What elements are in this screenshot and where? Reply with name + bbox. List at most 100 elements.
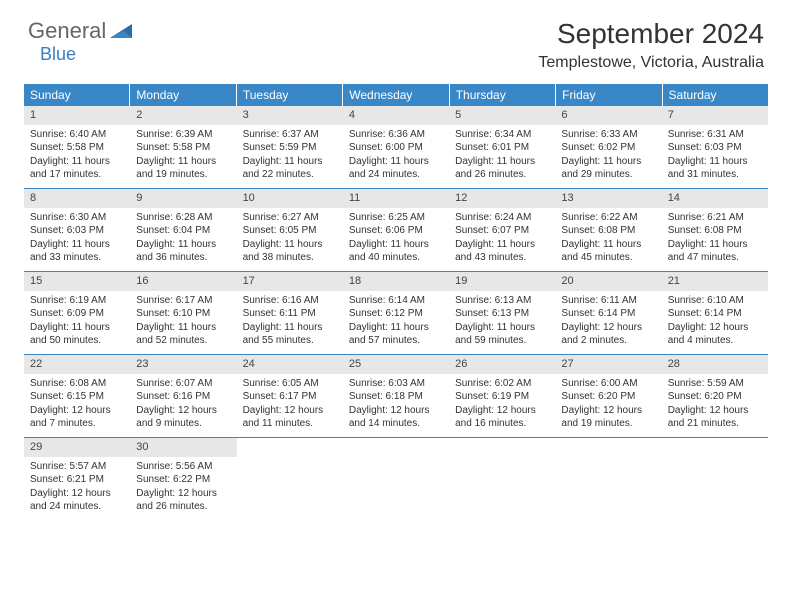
sunset-line: Sunset: 6:14 PM: [561, 307, 655, 321]
calendar-day: 9 Sunrise: 6:28 AMSunset: 6:04 PMDaylight…: [130, 189, 236, 271]
calendar-day: 18Sunrise: 6:14 AMSunset: 6:12 PMDayligh…: [343, 272, 449, 354]
location: Templestowe, Victoria, Australia: [538, 54, 764, 72]
day-details: Sunrise: 5:57 AMSunset: 6:21 PMDaylight:…: [24, 457, 130, 519]
sunrise-line: Sunrise: 6:27 AM: [243, 211, 337, 225]
sunset-line: Sunset: 6:20 PM: [561, 390, 655, 404]
day-number: 21: [662, 272, 768, 291]
day-details: Sunrise: 6:03 AMSunset: 6:18 PMDaylight:…: [343, 374, 449, 436]
day-number: 11: [343, 189, 449, 208]
day-details: Sunrise: 6:30 AMSunset: 6:03 PMDaylight:…: [24, 208, 130, 270]
day-details: Sunrise: 6:31 AMSunset: 6:03 PMDaylight:…: [662, 125, 768, 187]
weekday-header: Thursday: [450, 84, 556, 106]
sunset-line: Sunset: 6:12 PM: [349, 307, 443, 321]
day-number: 3: [237, 106, 343, 125]
daylight-line: Daylight: 11 hours and 55 minutes.: [243, 321, 337, 348]
sunrise-line: Sunrise: 6:24 AM: [455, 211, 549, 225]
sunrise-line: Sunrise: 6:21 AM: [668, 211, 762, 225]
day-number: 2: [130, 106, 236, 125]
day-details: Sunrise: 6:05 AMSunset: 6:17 PMDaylight:…: [237, 374, 343, 436]
day-number: 26: [449, 355, 555, 374]
day-number: 30: [130, 438, 236, 457]
daylight-line: Daylight: 11 hours and 33 minutes.: [30, 238, 124, 265]
sunrise-line: Sunrise: 6:28 AM: [136, 211, 230, 225]
calendar-day: 19Sunrise: 6:13 AMSunset: 6:13 PMDayligh…: [449, 272, 555, 354]
daylight-line: Daylight: 11 hours and 36 minutes.: [136, 238, 230, 265]
calendar-day: 29Sunrise: 5:57 AMSunset: 6:21 PMDayligh…: [24, 438, 130, 520]
daylight-line: Daylight: 11 hours and 38 minutes.: [243, 238, 337, 265]
calendar-day: 15Sunrise: 6:19 AMSunset: 6:09 PMDayligh…: [24, 272, 130, 354]
daylight-line: Daylight: 12 hours and 21 minutes.: [668, 404, 762, 431]
sunset-line: Sunset: 6:03 PM: [668, 141, 762, 155]
title-block: September 2024 Templestowe, Victoria, Au…: [538, 18, 764, 72]
sunset-line: Sunset: 6:03 PM: [30, 224, 124, 238]
calendar-day: 25Sunrise: 6:03 AMSunset: 6:18 PMDayligh…: [343, 355, 449, 437]
daylight-line: Daylight: 11 hours and 31 minutes.: [668, 155, 762, 182]
day-number: 20: [555, 272, 661, 291]
sunset-line: Sunset: 5:58 PM: [30, 141, 124, 155]
sunset-line: Sunset: 5:58 PM: [136, 141, 230, 155]
daylight-line: Daylight: 11 hours and 57 minutes.: [349, 321, 443, 348]
sunset-line: Sunset: 6:04 PM: [136, 224, 230, 238]
weekday-header: Tuesday: [237, 84, 343, 106]
sunset-line: Sunset: 6:06 PM: [349, 224, 443, 238]
calendar-day: 10Sunrise: 6:27 AMSunset: 6:05 PMDayligh…: [237, 189, 343, 271]
calendar-day: 23Sunrise: 6:07 AMSunset: 6:16 PMDayligh…: [130, 355, 236, 437]
daylight-line: Daylight: 11 hours and 52 minutes.: [136, 321, 230, 348]
sunrise-line: Sunrise: 6:05 AM: [243, 377, 337, 391]
weekday-header: Monday: [130, 84, 236, 106]
sunset-line: Sunset: 6:09 PM: [30, 307, 124, 321]
day-details: Sunrise: 6:02 AMSunset: 6:19 PMDaylight:…: [449, 374, 555, 436]
sunrise-line: Sunrise: 6:31 AM: [668, 128, 762, 142]
sunset-line: Sunset: 6:17 PM: [243, 390, 337, 404]
sunset-line: Sunset: 6:18 PM: [349, 390, 443, 404]
sunrise-line: Sunrise: 6:39 AM: [136, 128, 230, 142]
day-number: 6: [555, 106, 661, 125]
day-details: Sunrise: 6:08 AMSunset: 6:15 PMDaylight:…: [24, 374, 130, 436]
day-number: 8: [24, 189, 130, 208]
daylight-line: Daylight: 11 hours and 47 minutes.: [668, 238, 762, 265]
sunset-line: Sunset: 6:10 PM: [136, 307, 230, 321]
calendar-day: 14Sunrise: 6:21 AMSunset: 6:08 PMDayligh…: [662, 189, 768, 271]
calendar-week: 1Sunrise: 6:40 AMSunset: 5:58 PMDaylight…: [24, 106, 768, 189]
sunrise-line: Sunrise: 6:10 AM: [668, 294, 762, 308]
day-number: 12: [449, 189, 555, 208]
day-number: 13: [555, 189, 661, 208]
daylight-line: Daylight: 12 hours and 9 minutes.: [136, 404, 230, 431]
sunset-line: Sunset: 6:07 PM: [455, 224, 549, 238]
day-details: Sunrise: 6:07 AMSunset: 6:16 PMDaylight:…: [130, 374, 236, 436]
calendar-day: [555, 438, 661, 520]
calendar-day: [343, 438, 449, 520]
calendar-day: 11Sunrise: 6:25 AMSunset: 6:06 PMDayligh…: [343, 189, 449, 271]
sunrise-line: Sunrise: 6:40 AM: [30, 128, 124, 142]
day-details: Sunrise: 6:16 AMSunset: 6:11 PMDaylight:…: [237, 291, 343, 353]
day-number: 4: [343, 106, 449, 125]
sunset-line: Sunset: 6:02 PM: [561, 141, 655, 155]
day-details: Sunrise: 6:10 AMSunset: 6:14 PMDaylight:…: [662, 291, 768, 353]
day-number: 9: [130, 189, 236, 208]
day-number: 1: [24, 106, 130, 125]
day-details: Sunrise: 6:36 AMSunset: 6:00 PMDaylight:…: [343, 125, 449, 187]
calendar-day: 22Sunrise: 6:08 AMSunset: 6:15 PMDayligh…: [24, 355, 130, 437]
daylight-line: Daylight: 11 hours and 40 minutes.: [349, 238, 443, 265]
calendar-day: 26Sunrise: 6:02 AMSunset: 6:19 PMDayligh…: [449, 355, 555, 437]
calendar-day: 28Sunrise: 5:59 AMSunset: 6:20 PMDayligh…: [662, 355, 768, 437]
day-details: Sunrise: 6:13 AMSunset: 6:13 PMDaylight:…: [449, 291, 555, 353]
day-details: Sunrise: 6:33 AMSunset: 6:02 PMDaylight:…: [555, 125, 661, 187]
sunrise-line: Sunrise: 6:07 AM: [136, 377, 230, 391]
calendar-week: 8Sunrise: 6:30 AMSunset: 6:03 PMDaylight…: [24, 189, 768, 272]
sunrise-line: Sunrise: 5:57 AM: [30, 460, 124, 474]
calendar-day: 17Sunrise: 6:16 AMSunset: 6:11 PMDayligh…: [237, 272, 343, 354]
daylight-line: Daylight: 12 hours and 26 minutes.: [136, 487, 230, 514]
calendar-day: 16Sunrise: 6:17 AMSunset: 6:10 PMDayligh…: [130, 272, 236, 354]
sunrise-line: Sunrise: 6:33 AM: [561, 128, 655, 142]
day-number: 14: [662, 189, 768, 208]
sunrise-line: Sunrise: 5:59 AM: [668, 377, 762, 391]
sunrise-line: Sunrise: 6:22 AM: [561, 211, 655, 225]
header: General September 2024 Templestowe, Vict…: [0, 0, 792, 76]
daylight-line: Daylight: 11 hours and 26 minutes.: [455, 155, 549, 182]
calendar-day: 13Sunrise: 6:22 AMSunset: 6:08 PMDayligh…: [555, 189, 661, 271]
calendar-day: [449, 438, 555, 520]
day-details: Sunrise: 6:22 AMSunset: 6:08 PMDaylight:…: [555, 208, 661, 270]
weekday-header-row: SundayMondayTuesdayWednesdayThursdayFrid…: [24, 84, 768, 106]
daylight-line: Daylight: 12 hours and 4 minutes.: [668, 321, 762, 348]
